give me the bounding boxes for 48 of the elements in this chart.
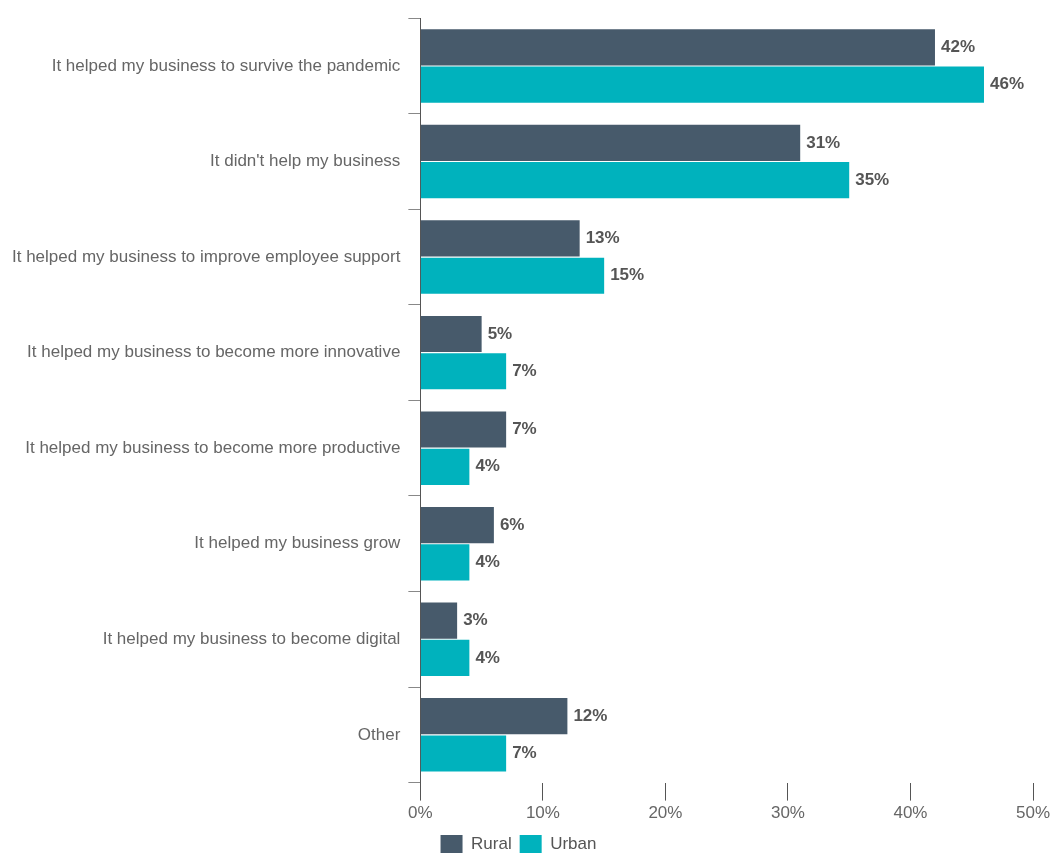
x-tick-label: 0% [408, 803, 433, 823]
bar [420, 220, 580, 257]
y-tick-label: It helped my business to survive the pandemic [51, 55, 401, 75]
bar [420, 353, 507, 390]
data-label: 6% [499, 514, 525, 534]
data-label: 46% [989, 74, 1025, 94]
bar [420, 257, 605, 294]
bar [420, 698, 568, 735]
x-tick-label: 30% [770, 803, 805, 823]
data-label: 12% [573, 705, 608, 725]
bar [420, 162, 850, 199]
y-tick-label: It helped my business to become more innovative [27, 342, 401, 362]
legend-label: Urban [550, 833, 597, 853]
bar [420, 411, 507, 448]
y-tick-label: It didn't help my business [210, 151, 401, 171]
bar [420, 735, 507, 772]
data-label: 7% [512, 743, 537, 763]
legend-label: Rural [471, 833, 512, 853]
y-tick-label: It helped my business grow [194, 533, 402, 553]
x-tick-label: 40% [893, 803, 928, 823]
bar [420, 315, 482, 353]
bar [420, 602, 458, 639]
data-label: 3% [463, 610, 488, 630]
data-label: 42% [940, 37, 976, 57]
y-tick-label: It helped my business to become more productive [25, 437, 401, 457]
x-tick-label: 50% [1015, 803, 1051, 823]
data-label: 5% [487, 323, 513, 343]
bar [420, 448, 470, 485]
bar [420, 639, 470, 676]
y-tick-label: It helped my business to become digital [102, 628, 401, 648]
bar [420, 66, 984, 103]
data-label: 13% [585, 228, 620, 248]
bar [420, 124, 801, 161]
bar [420, 544, 470, 581]
x-tick-label: 20% [648, 803, 683, 823]
data-label: 31% [806, 132, 841, 152]
data-label: 7% [512, 360, 537, 380]
data-label: 4% [475, 647, 500, 667]
bar [420, 507, 494, 544]
data-label: 4% [475, 456, 500, 476]
data-label: 4% [475, 552, 500, 572]
bar [420, 29, 935, 66]
y-tick-label: Other [357, 724, 401, 744]
data-label: 7% [512, 419, 537, 439]
data-label: 15% [610, 265, 645, 285]
y-tick-label: It helped my business to improve employee support [11, 246, 401, 266]
data-label: 35% [855, 169, 890, 189]
x-tick-label: 10% [525, 803, 560, 823]
